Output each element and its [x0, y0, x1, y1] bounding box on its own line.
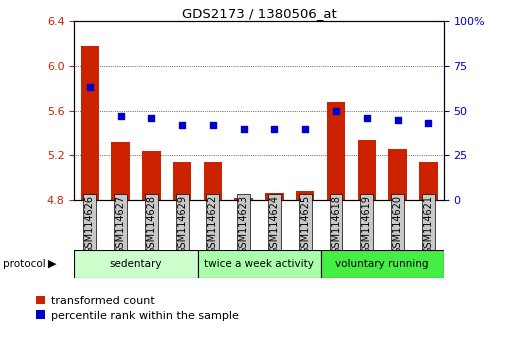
Text: GSM114623: GSM114623 [239, 195, 249, 254]
Bar [81, 46, 99, 200]
Text: GSM114620: GSM114620 [392, 195, 403, 254]
Text: GSM114618: GSM114618 [331, 195, 341, 254]
Point [209, 122, 217, 128]
Legend: transformed count, percentile rank within the sample: transformed count, percentile rank withi… [36, 296, 239, 320]
Point [363, 115, 371, 121]
Text: GSM114625: GSM114625 [300, 195, 310, 255]
Text: sedentary: sedentary [110, 259, 162, 269]
Bar [198, 250, 321, 278]
Point [147, 115, 155, 121]
Bar [419, 162, 438, 200]
Text: GSM114627: GSM114627 [115, 195, 126, 255]
Bar [321, 250, 444, 278]
Point [393, 117, 402, 122]
Bar [358, 140, 376, 200]
Bar [74, 250, 198, 278]
Bar [111, 142, 130, 200]
Point [240, 126, 248, 131]
Bar [142, 151, 161, 200]
Text: ▶: ▶ [48, 259, 56, 269]
Text: GSM114621: GSM114621 [423, 195, 433, 254]
Text: GSM114629: GSM114629 [177, 195, 187, 254]
Point [424, 120, 432, 126]
Bar [296, 191, 314, 200]
Point [301, 126, 309, 131]
Bar [173, 162, 191, 200]
Bar [234, 198, 253, 200]
Point [116, 113, 125, 119]
Point [178, 122, 186, 128]
Title: GDS2173 / 1380506_at: GDS2173 / 1380506_at [182, 7, 337, 20]
Text: voluntary running: voluntary running [336, 259, 429, 269]
Point [270, 126, 279, 131]
Bar [327, 102, 345, 200]
Text: protocol: protocol [3, 259, 45, 269]
Text: GSM114624: GSM114624 [269, 195, 280, 254]
Text: GSM114626: GSM114626 [85, 195, 95, 254]
Text: GSM114619: GSM114619 [362, 195, 372, 254]
Point [332, 108, 340, 113]
Text: GSM114628: GSM114628 [146, 195, 156, 254]
Bar [388, 149, 407, 200]
Text: GSM114622: GSM114622 [208, 195, 218, 255]
Text: twice a week activity: twice a week activity [204, 259, 314, 269]
Point [86, 85, 94, 90]
Bar [204, 162, 222, 200]
Bar [265, 193, 284, 200]
